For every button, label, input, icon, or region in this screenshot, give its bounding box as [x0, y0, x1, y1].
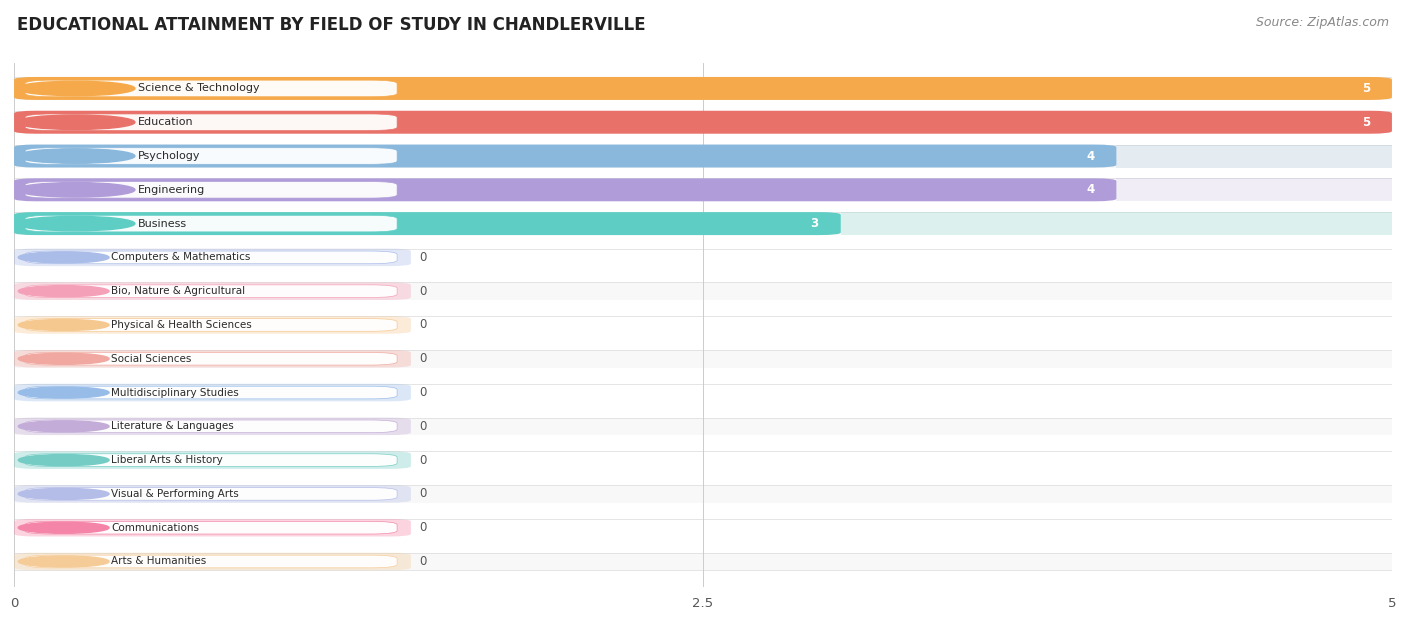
- FancyBboxPatch shape: [25, 386, 396, 399]
- Text: Multidisciplinary Studies: Multidisciplinary Studies: [111, 387, 239, 398]
- FancyBboxPatch shape: [25, 454, 396, 466]
- FancyBboxPatch shape: [1116, 179, 1392, 201]
- FancyBboxPatch shape: [14, 283, 411, 300]
- FancyBboxPatch shape: [14, 451, 1392, 469]
- Text: Engineering: Engineering: [138, 185, 205, 195]
- FancyBboxPatch shape: [25, 285, 396, 297]
- Text: Bio, Nature & Agricultural: Bio, Nature & Agricultural: [111, 286, 246, 296]
- Circle shape: [17, 115, 135, 129]
- FancyBboxPatch shape: [14, 485, 1392, 503]
- FancyBboxPatch shape: [25, 251, 396, 264]
- FancyBboxPatch shape: [14, 519, 1392, 536]
- FancyBboxPatch shape: [14, 418, 411, 435]
- Circle shape: [18, 454, 110, 466]
- Text: 0: 0: [419, 420, 426, 433]
- FancyBboxPatch shape: [14, 350, 1392, 367]
- Text: 4: 4: [1085, 184, 1094, 196]
- FancyBboxPatch shape: [25, 319, 396, 331]
- FancyBboxPatch shape: [14, 144, 1392, 167]
- Text: 5: 5: [1361, 82, 1369, 95]
- Circle shape: [18, 286, 110, 297]
- Circle shape: [18, 319, 110, 331]
- FancyBboxPatch shape: [14, 519, 411, 536]
- Text: Visual & Performing Arts: Visual & Performing Arts: [111, 489, 239, 499]
- FancyBboxPatch shape: [14, 283, 1392, 300]
- FancyBboxPatch shape: [25, 488, 396, 500]
- Text: Physical & Health Sciences: Physical & Health Sciences: [111, 320, 252, 330]
- Text: Business: Business: [138, 218, 187, 228]
- FancyBboxPatch shape: [14, 212, 841, 235]
- Text: 5: 5: [1361, 115, 1369, 129]
- Circle shape: [17, 182, 135, 197]
- FancyBboxPatch shape: [25, 215, 396, 232]
- FancyBboxPatch shape: [14, 111, 1392, 134]
- Text: Science & Technology: Science & Technology: [138, 83, 260, 93]
- Text: 4: 4: [1085, 150, 1094, 163]
- FancyBboxPatch shape: [841, 212, 1392, 235]
- FancyBboxPatch shape: [14, 77, 1392, 100]
- Text: 0: 0: [419, 319, 426, 331]
- FancyBboxPatch shape: [14, 316, 411, 334]
- Text: 0: 0: [419, 555, 426, 568]
- FancyBboxPatch shape: [25, 521, 396, 534]
- Circle shape: [18, 522, 110, 533]
- Text: EDUCATIONAL ATTAINMENT BY FIELD OF STUDY IN CHANDLERVILLE: EDUCATIONAL ATTAINMENT BY FIELD OF STUDY…: [17, 16, 645, 34]
- FancyBboxPatch shape: [14, 553, 411, 570]
- FancyBboxPatch shape: [25, 114, 396, 131]
- Text: Education: Education: [138, 117, 194, 127]
- FancyBboxPatch shape: [14, 111, 1392, 134]
- FancyBboxPatch shape: [14, 485, 411, 503]
- Text: Arts & Humanities: Arts & Humanities: [111, 557, 207, 567]
- Circle shape: [18, 421, 110, 432]
- Text: 0: 0: [419, 487, 426, 500]
- Text: 0: 0: [419, 454, 426, 466]
- FancyBboxPatch shape: [14, 350, 411, 367]
- Text: 0: 0: [419, 285, 426, 298]
- Circle shape: [17, 81, 135, 96]
- Text: Literature & Languages: Literature & Languages: [111, 422, 233, 432]
- Circle shape: [18, 556, 110, 567]
- Text: Psychology: Psychology: [138, 151, 201, 161]
- Circle shape: [17, 149, 135, 163]
- Text: Social Sciences: Social Sciences: [111, 354, 191, 363]
- FancyBboxPatch shape: [25, 555, 396, 568]
- Text: 0: 0: [419, 251, 426, 264]
- Text: 0: 0: [419, 386, 426, 399]
- FancyBboxPatch shape: [25, 420, 396, 433]
- Text: 0: 0: [419, 521, 426, 534]
- FancyBboxPatch shape: [14, 179, 1116, 201]
- FancyBboxPatch shape: [14, 212, 1392, 235]
- FancyBboxPatch shape: [14, 316, 1392, 334]
- FancyBboxPatch shape: [14, 553, 1392, 570]
- FancyBboxPatch shape: [1116, 144, 1392, 167]
- FancyBboxPatch shape: [25, 148, 396, 164]
- FancyBboxPatch shape: [14, 384, 1392, 401]
- FancyBboxPatch shape: [14, 77, 1392, 100]
- Text: 0: 0: [419, 352, 426, 365]
- Text: Communications: Communications: [111, 522, 200, 533]
- Text: 3: 3: [811, 217, 818, 230]
- FancyBboxPatch shape: [14, 179, 1392, 201]
- Text: Source: ZipAtlas.com: Source: ZipAtlas.com: [1256, 16, 1389, 29]
- Circle shape: [18, 488, 110, 500]
- FancyBboxPatch shape: [14, 384, 411, 401]
- FancyBboxPatch shape: [14, 144, 1116, 167]
- FancyBboxPatch shape: [14, 249, 1392, 266]
- Circle shape: [18, 252, 110, 263]
- FancyBboxPatch shape: [14, 451, 411, 469]
- Circle shape: [18, 353, 110, 364]
- Circle shape: [18, 387, 110, 398]
- Text: Computers & Mathematics: Computers & Mathematics: [111, 252, 250, 262]
- FancyBboxPatch shape: [14, 249, 411, 266]
- FancyBboxPatch shape: [14, 418, 1392, 435]
- Text: Liberal Arts & History: Liberal Arts & History: [111, 455, 224, 465]
- FancyBboxPatch shape: [25, 353, 396, 365]
- Circle shape: [17, 216, 135, 231]
- FancyBboxPatch shape: [25, 80, 396, 97]
- FancyBboxPatch shape: [25, 182, 396, 198]
